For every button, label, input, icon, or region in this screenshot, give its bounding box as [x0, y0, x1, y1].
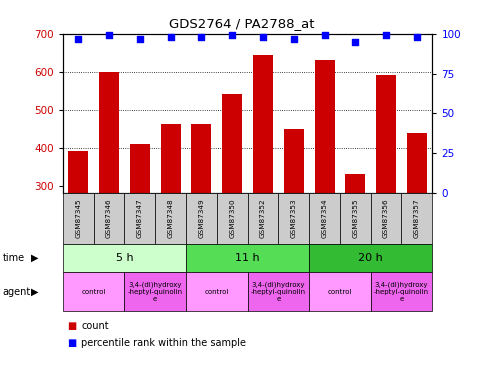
Text: GSM87356: GSM87356	[383, 199, 389, 238]
Point	[198, 34, 205, 40]
Bar	[376, 75, 396, 193]
Text: GSM87352: GSM87352	[260, 199, 266, 238]
Text: percentile rank within the sample: percentile rank within the sample	[81, 338, 246, 348]
Text: GSM87355: GSM87355	[352, 199, 358, 238]
Point	[136, 36, 143, 42]
Bar	[68, 152, 88, 193]
Text: ■: ■	[68, 338, 77, 348]
Point	[167, 34, 174, 40]
Text: GSM87353: GSM87353	[291, 199, 297, 238]
Point	[382, 32, 390, 38]
Bar	[191, 124, 212, 193]
Text: GSM87357: GSM87357	[414, 199, 420, 238]
Bar	[407, 133, 427, 193]
Text: 11 h: 11 h	[235, 253, 260, 263]
Point	[413, 34, 421, 40]
Text: GSM87348: GSM87348	[168, 199, 173, 238]
Text: time: time	[2, 253, 25, 263]
Text: 3,4-(di)hydroxy
-heptyl-quinolin
e: 3,4-(di)hydroxy -heptyl-quinolin e	[128, 281, 183, 302]
Text: GSM87347: GSM87347	[137, 199, 143, 238]
Point	[352, 39, 359, 45]
Text: control: control	[82, 289, 106, 295]
Text: 3,4-(di)hydroxy
-heptyl-quinolin
e: 3,4-(di)hydroxy -heptyl-quinolin e	[374, 281, 429, 302]
Text: ■: ■	[68, 321, 77, 331]
Point	[228, 32, 236, 38]
Text: 20 h: 20 h	[358, 253, 383, 263]
Text: control: control	[328, 289, 352, 295]
Text: agent: agent	[2, 286, 30, 297]
Text: GSM87350: GSM87350	[229, 199, 235, 238]
Bar	[345, 174, 365, 193]
Text: GSM87349: GSM87349	[199, 199, 204, 238]
Bar	[99, 72, 119, 193]
Point	[105, 32, 113, 38]
Text: GDS2764 / PA2788_at: GDS2764 / PA2788_at	[169, 17, 314, 30]
Point	[321, 32, 328, 38]
Bar	[130, 144, 150, 193]
Bar	[284, 129, 304, 193]
Text: count: count	[81, 321, 109, 331]
Bar	[253, 55, 273, 193]
Bar	[314, 60, 335, 193]
Text: GSM87354: GSM87354	[322, 199, 327, 238]
Text: ▶: ▶	[31, 286, 39, 297]
Text: ▶: ▶	[31, 253, 39, 263]
Point	[74, 36, 82, 42]
Text: 3,4-(di)hydroxy
-heptyl-quinolin
e: 3,4-(di)hydroxy -heptyl-quinolin e	[251, 281, 306, 302]
Text: 5 h: 5 h	[115, 253, 133, 263]
Text: GSM87346: GSM87346	[106, 199, 112, 238]
Point	[259, 34, 267, 40]
Bar	[222, 94, 242, 193]
Text: control: control	[205, 289, 229, 295]
Text: GSM87345: GSM87345	[75, 199, 81, 238]
Point	[290, 36, 298, 42]
Bar	[160, 124, 181, 193]
